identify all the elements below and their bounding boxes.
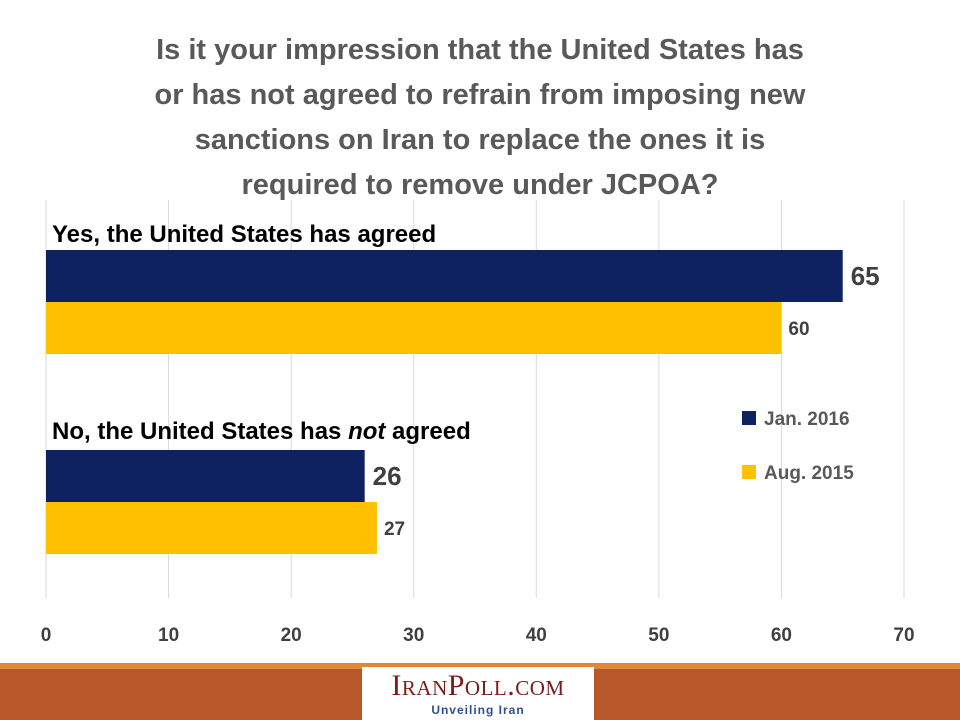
category-label: No, the United States has not agreed xyxy=(52,418,471,445)
x-tick-label: 40 xyxy=(526,625,547,646)
x-tick-label: 0 xyxy=(41,625,52,646)
bar xyxy=(46,502,377,554)
bar xyxy=(46,450,365,502)
legend-label: Aug. 2015 xyxy=(764,463,854,484)
footer-bar: IranPoll.com Unveiling Iran xyxy=(0,663,960,720)
x-tick-label: 70 xyxy=(893,625,914,646)
bar-chart: 65 60 26 27 Yes, the United States has agre… xyxy=(41,200,915,646)
x-tick-label: 20 xyxy=(281,625,302,646)
bar xyxy=(46,250,843,302)
x-tick-label: 30 xyxy=(403,625,424,646)
legend-label: Jan. 2016 xyxy=(764,409,850,430)
logo-text: IranPoll.com xyxy=(391,669,565,702)
x-tick-label: 10 xyxy=(158,625,179,646)
bar xyxy=(46,302,782,354)
data-labels: 65 60 26 27 xyxy=(373,261,880,540)
data-label: 60 xyxy=(788,319,809,340)
x-axis-ticks: 0 10 20 30 40 50 60 70 xyxy=(41,625,915,646)
chart-title: Is it your impression that the United St… xyxy=(60,28,900,208)
legend: Jan. 2016 Aug. 2015 xyxy=(742,409,854,484)
x-tick-label: 60 xyxy=(771,625,792,646)
category-labels: Yes, the United States has agreed No, the… xyxy=(52,221,471,445)
data-label: 26 xyxy=(373,461,402,491)
legend-swatch xyxy=(742,465,756,479)
legend-swatch xyxy=(742,411,756,425)
footer-stripe-light xyxy=(0,663,960,669)
title-line: sanctions on Iran to replace the ones it… xyxy=(194,124,766,156)
title-line: or has not agreed to refrain from imposi… xyxy=(154,79,806,111)
category-label: Yes, the United States has agreed xyxy=(52,221,436,248)
data-label: 27 xyxy=(384,519,405,540)
logo-tagline: Unveiling Iran xyxy=(431,703,525,717)
title-line: required to remove under JCPOA? xyxy=(241,169,719,201)
data-label: 65 xyxy=(851,261,880,291)
bars xyxy=(46,250,843,554)
title-line: Is it your impression that the United St… xyxy=(156,34,804,66)
x-tick-label: 50 xyxy=(648,625,669,646)
iranpoll-logo[interactable]: IranPoll.com Unveiling Iran xyxy=(362,667,594,720)
